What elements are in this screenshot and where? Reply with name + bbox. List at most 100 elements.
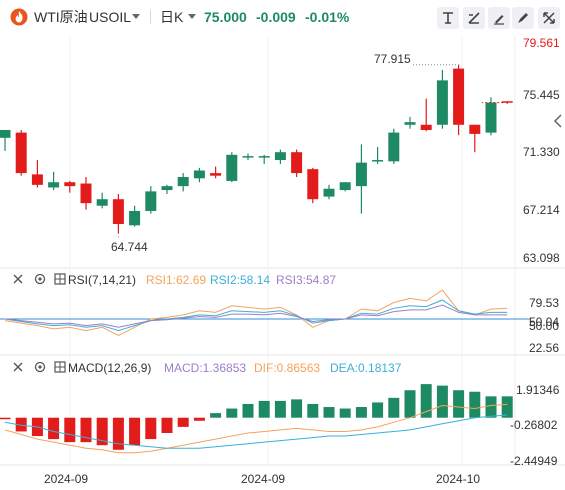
price-axis-tick: 67.214 — [523, 203, 560, 217]
candle-body — [307, 169, 319, 200]
interval-selector[interactable]: 日K — [160, 9, 184, 25]
dif-value: DIF:0.86563 — [254, 361, 321, 375]
candle-body — [436, 80, 448, 125]
price-axis-tick: 75.445 — [523, 88, 560, 102]
candle-body — [145, 191, 157, 211]
macd-histogram-bar — [404, 390, 416, 418]
candle-body — [80, 183, 92, 204]
candle-body — [258, 156, 270, 158]
macd-histogram-bar — [274, 400, 286, 418]
macd-histogram-bar — [485, 396, 497, 418]
compare-icon — [468, 12, 480, 24]
candle-body — [291, 152, 303, 174]
candle-body — [96, 199, 108, 206]
macd-histogram-bar — [242, 403, 254, 418]
last-price: 75.000 — [204, 9, 247, 25]
flame-icon — [10, 8, 28, 26]
pen-button[interactable] — [512, 7, 534, 29]
pen-icon — [518, 13, 528, 23]
macd-histogram-bar — [501, 396, 513, 418]
candle-body — [469, 124, 481, 134]
candle-body — [161, 186, 173, 191]
macd-histogram-bar — [355, 407, 367, 418]
macd-axis-tick: -2.44949 — [510, 454, 558, 468]
macd-histogram-bar — [193, 417, 205, 421]
candle-body — [420, 124, 432, 130]
fullscreen-icon — [543, 12, 555, 24]
low-annotation: 64.744 — [111, 240, 148, 254]
macd-histogram-bar — [420, 384, 432, 418]
indicator-box-icon[interactable] — [54, 273, 66, 285]
gear-icon[interactable] — [34, 361, 46, 373]
rsi-name: RSI(7,14,21) — [68, 273, 137, 287]
symbol-code[interactable]: USOIL — [89, 9, 132, 25]
fullscreen-button[interactable] — [538, 7, 560, 29]
candle-body — [404, 122, 416, 125]
draw-button[interactable] — [488, 7, 510, 29]
macd-histogram-bar — [307, 403, 319, 418]
rsi3-value: RSI3:54.87 — [276, 273, 337, 287]
macd-histogram-bar — [48, 417, 60, 440]
indicator-box-icon[interactable] — [54, 361, 66, 373]
chevron-down-icon[interactable] — [132, 14, 140, 20]
time-axis-tick: 2024-09 — [241, 472, 286, 486]
candle-body — [501, 101, 513, 103]
chevron-left-icon[interactable] — [553, 114, 563, 128]
macd-histogram-bar — [0, 417, 11, 420]
candle-body — [31, 174, 43, 185]
close-icon[interactable] — [12, 273, 24, 285]
macd-histogram-bar — [161, 417, 173, 433]
candle-body — [388, 132, 400, 162]
price-change-pct: -0.01% — [305, 9, 350, 25]
candle-body — [274, 152, 286, 161]
macd-histogram-bar — [112, 417, 124, 450]
candle-body — [323, 188, 335, 197]
candle-body — [485, 102, 497, 133]
draw-icon — [494, 15, 504, 25]
macd-histogram-bar — [15, 417, 27, 432]
high-annotation: 77.915 — [374, 52, 411, 66]
macd-histogram-bar — [226, 408, 238, 418]
price-axis-tick: 63.098 — [523, 251, 560, 265]
dea-value: DEA:0.18137 — [330, 361, 402, 375]
chevron-down-icon[interactable] — [188, 14, 196, 20]
rsi-series-line — [4, 299, 508, 332]
indicator-icon — [443, 12, 453, 24]
rsi-axis-tick: 22.56 — [529, 341, 560, 355]
macd-name: MACD(12,26,9) — [68, 361, 152, 375]
candle-body — [226, 154, 238, 181]
candle-body — [242, 156, 254, 158]
candle-body — [372, 160, 384, 162]
candle-body — [177, 177, 189, 187]
candle-body — [339, 182, 351, 191]
symbol-name[interactable]: WTI原油 — [34, 9, 88, 25]
candle-body — [453, 68, 465, 125]
macd-histogram-bar — [469, 391, 481, 418]
gear-icon[interactable] — [34, 273, 46, 285]
price-axis-tick: 71.330 — [523, 145, 560, 159]
rsi-axis-tick: 79.53 — [529, 296, 560, 310]
macd-histogram-bar — [64, 417, 76, 443]
macd-value: MACD:1.36853 — [164, 361, 247, 375]
macd-histogram-bar — [129, 417, 141, 446]
macd-histogram-bar — [436, 385, 448, 418]
toolbar-divider — [150, 10, 151, 24]
indicator-button[interactable] — [437, 7, 459, 29]
candle-body — [15, 132, 27, 174]
macd-histogram-bar — [80, 417, 92, 443]
close-icon[interactable] — [12, 361, 24, 373]
macd-histogram-bar — [323, 407, 335, 418]
macd-histogram-bar — [177, 417, 189, 427]
macd-histogram-bar — [388, 397, 400, 418]
macd-histogram-bar — [210, 413, 222, 418]
candle-body — [64, 182, 76, 187]
compare-button[interactable] — [463, 7, 485, 29]
rsi2-value: RSI2:58.14 — [210, 273, 271, 287]
candle-body — [129, 210, 141, 226]
macd-histogram-bar — [96, 417, 108, 446]
macd-series-line — [4, 414, 508, 449]
candle-body — [112, 199, 124, 225]
time-axis-tick: 2024-09 — [44, 472, 89, 486]
macd-histogram-bar — [339, 408, 351, 418]
